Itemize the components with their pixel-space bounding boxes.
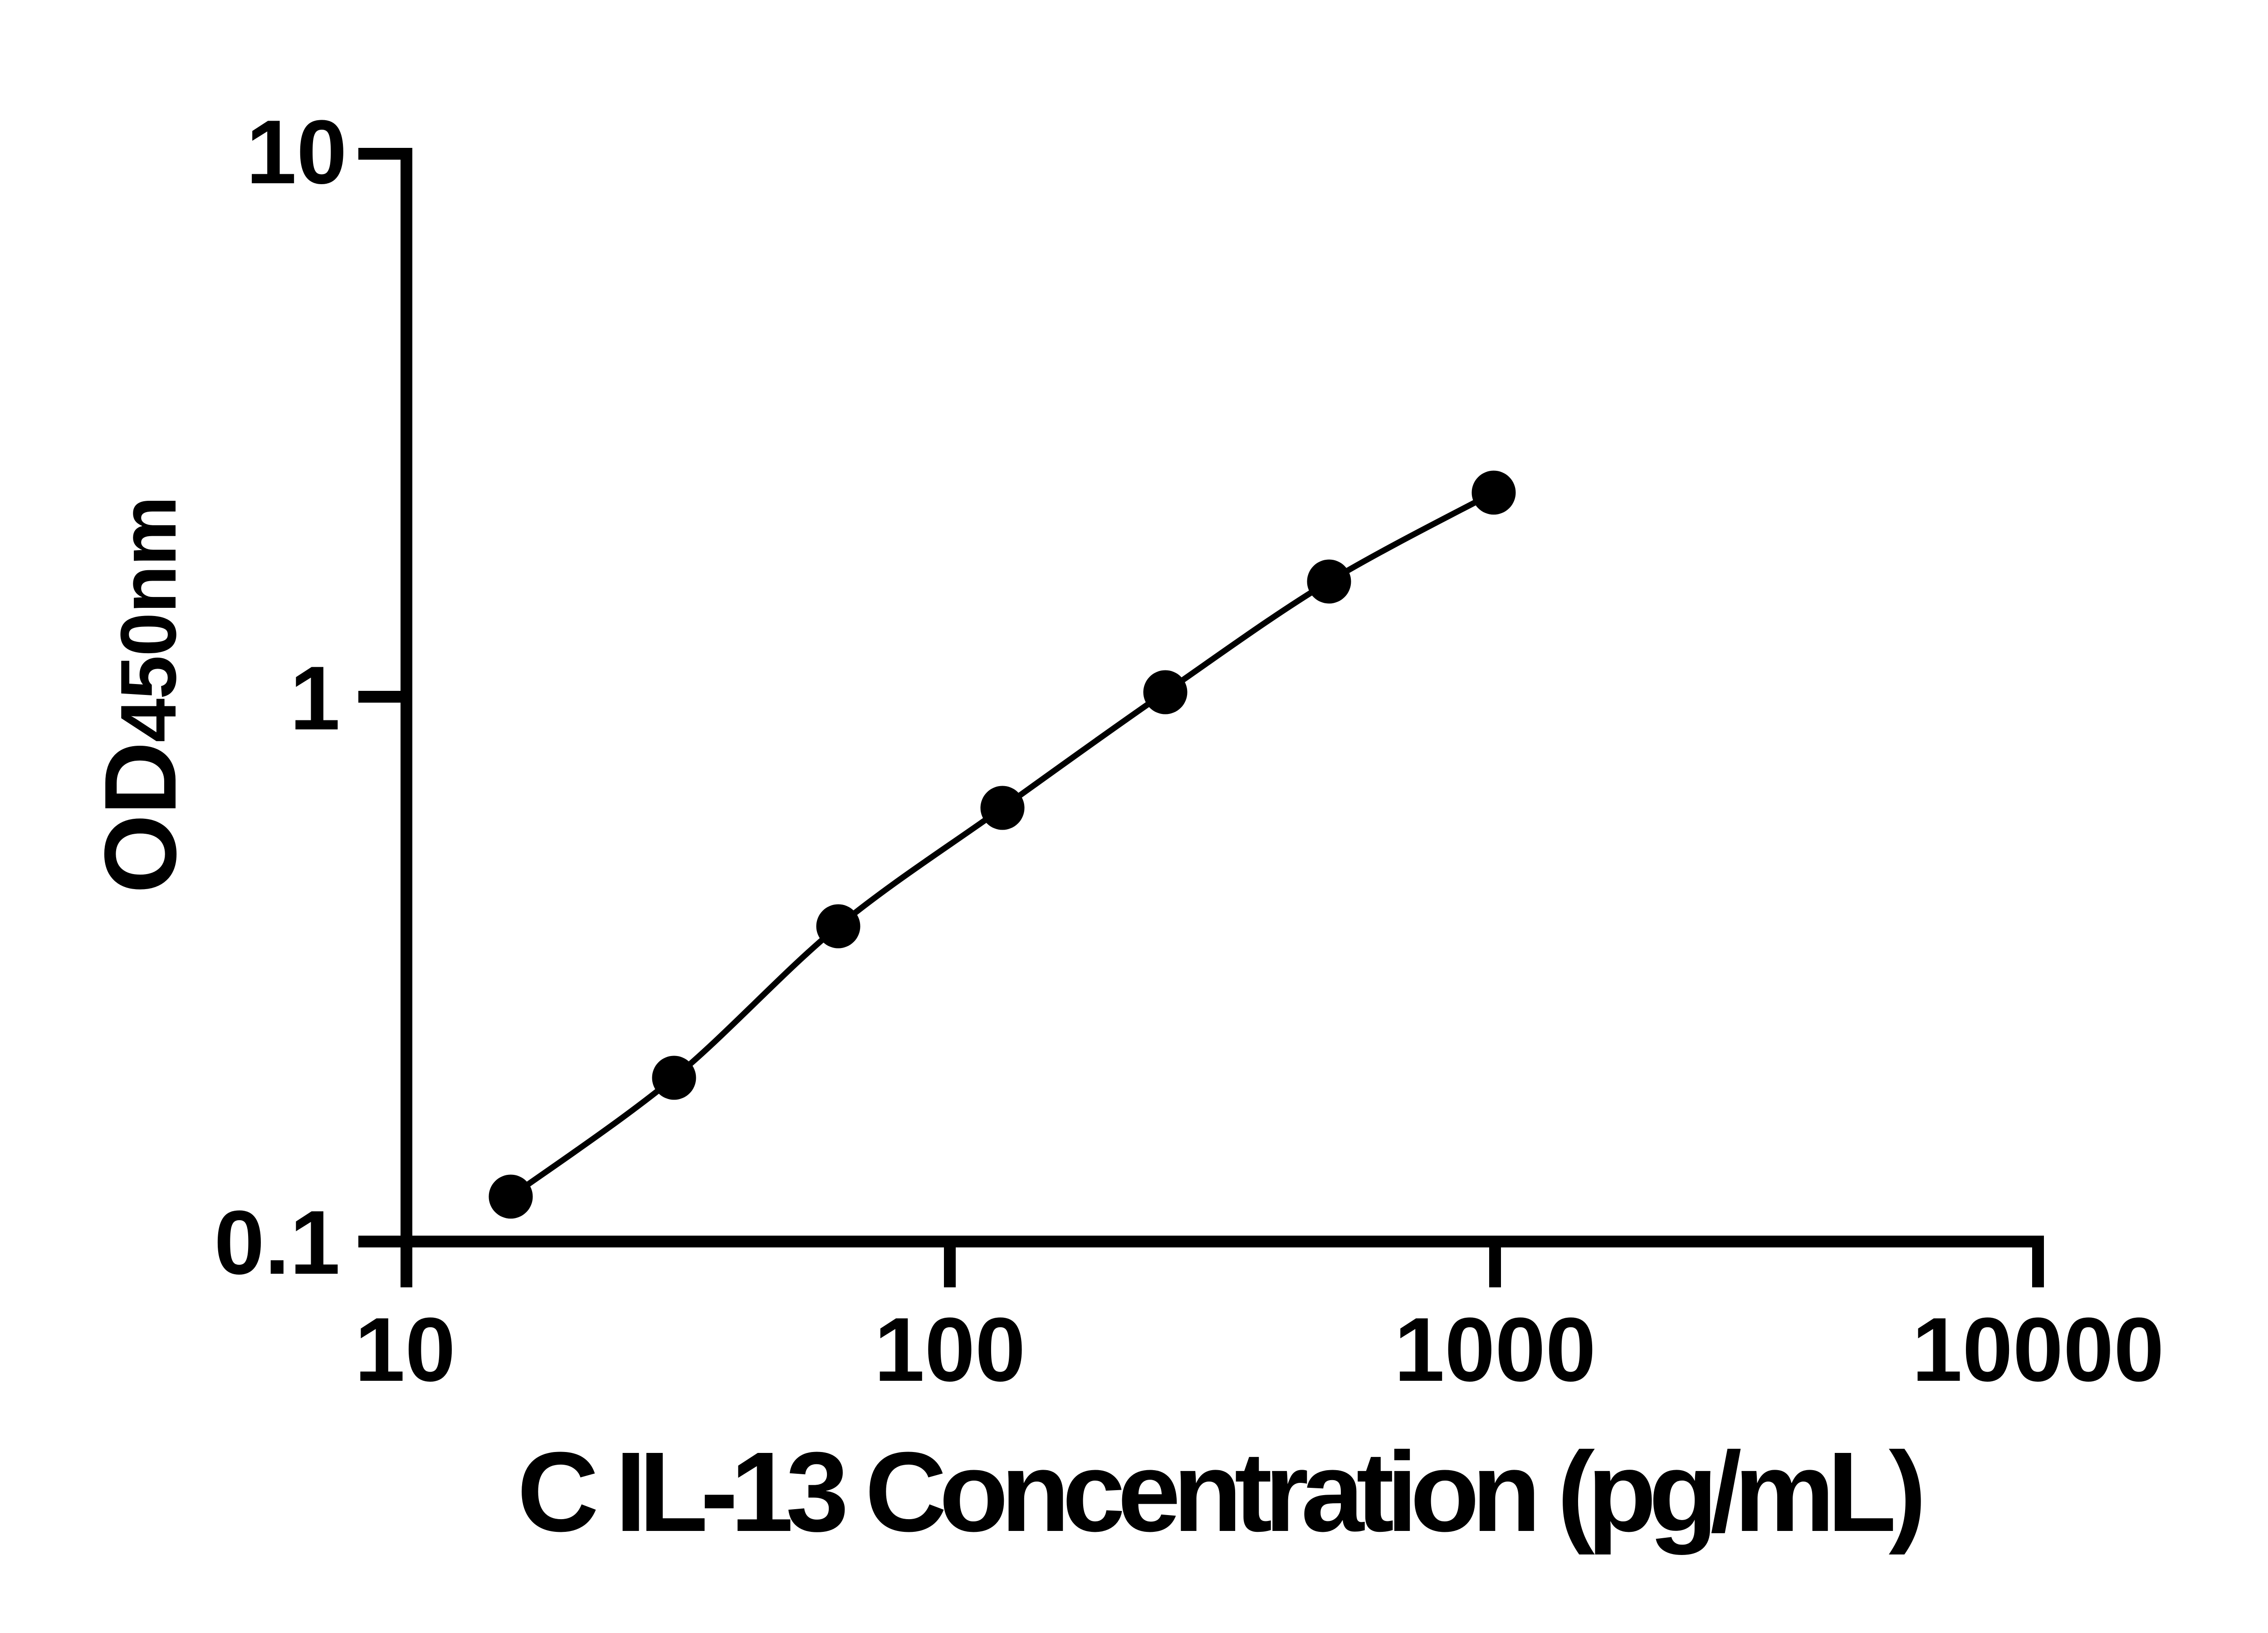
svg-text:10: 10 <box>355 1299 455 1400</box>
svg-text:C IL-13 Concentration (pg/mL): C IL-13 Concentration (pg/mL) <box>517 1428 1921 1555</box>
svg-text:0.1: 0.1 <box>214 1192 340 1293</box>
svg-text:1: 1 <box>290 648 340 749</box>
svg-text:1000: 1000 <box>1394 1299 1596 1400</box>
svg-text:100: 100 <box>874 1299 1026 1400</box>
svg-text:10000: 10000 <box>1912 1299 2164 1400</box>
svg-text:10: 10 <box>246 102 347 203</box>
